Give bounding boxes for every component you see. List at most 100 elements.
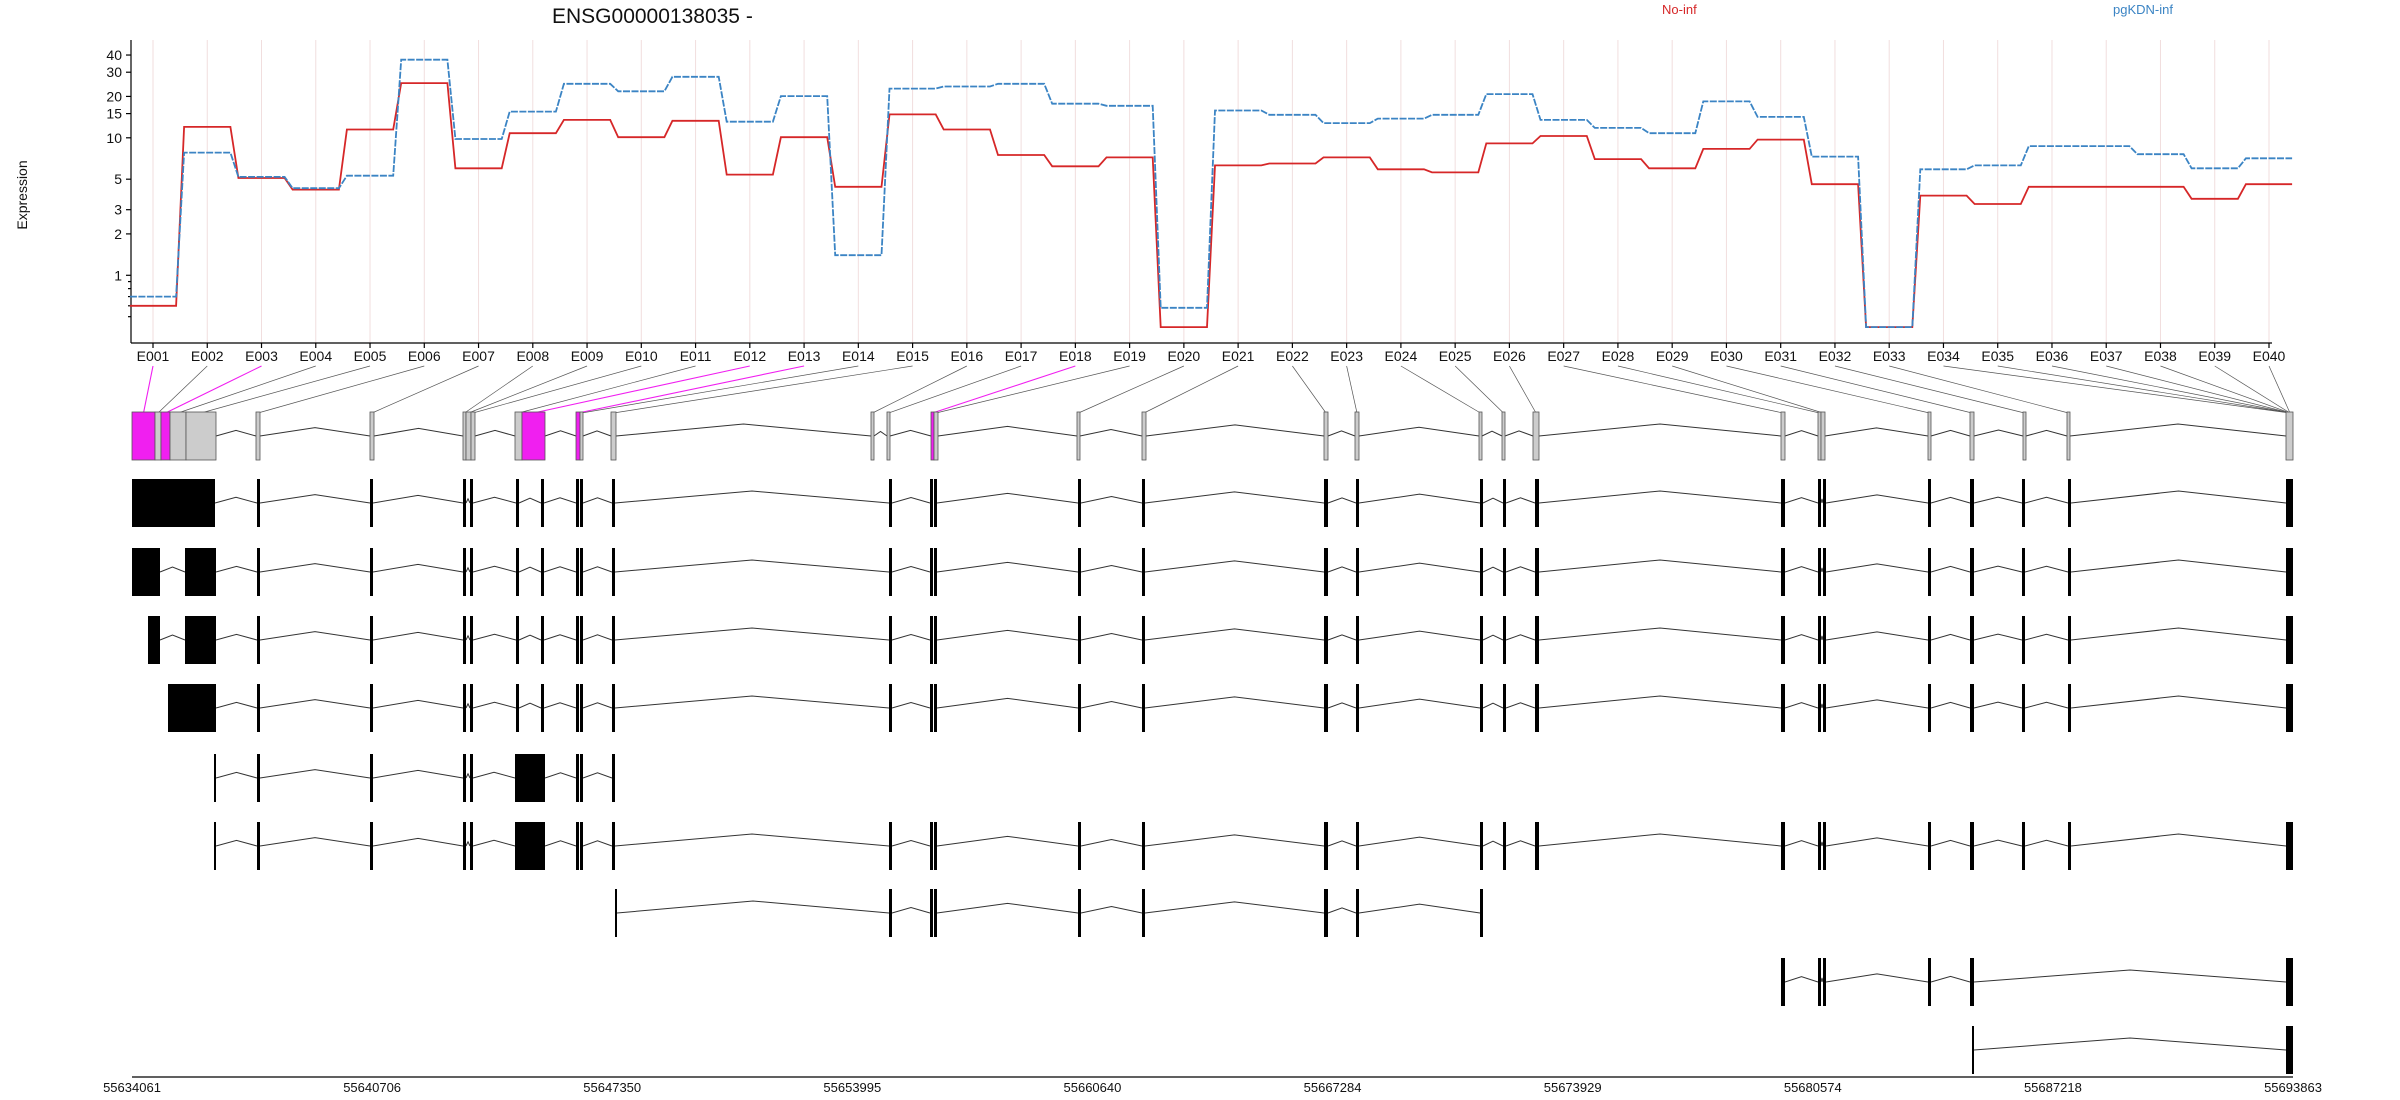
exon-block <box>1356 479 1359 527</box>
exon-block <box>1928 548 1931 596</box>
exon-block <box>1928 822 1931 870</box>
meta-exon-block <box>1817 411 1822 461</box>
exon-block <box>1818 479 1821 527</box>
exon-block <box>1823 479 1826 527</box>
exon-block <box>1535 684 1539 732</box>
exon-connector <box>468 365 588 414</box>
exon-block <box>2022 822 2025 870</box>
exon-block <box>1356 684 1359 732</box>
exon-block <box>576 616 579 664</box>
exon-block <box>612 616 615 664</box>
exon-connector <box>200 365 371 414</box>
exon-block <box>2286 616 2293 664</box>
exon-connector <box>1943 365 2290 414</box>
intron-line <box>1145 424 1325 437</box>
exon-block <box>257 684 260 732</box>
intron-line <box>543 566 577 573</box>
exon-block <box>2068 479 2071 527</box>
exon-block <box>1781 684 1785 732</box>
meta-exon-block <box>521 411 546 461</box>
y-tick-label: 30 <box>106 64 122 80</box>
intron-line <box>1505 497 1536 504</box>
intron-line <box>1144 901 1325 914</box>
intron-line <box>936 835 1079 847</box>
exon-block <box>1535 548 1539 596</box>
intron-line <box>1144 696 1325 709</box>
exon-block <box>889 889 892 937</box>
intron-line <box>1505 840 1536 847</box>
intron-line <box>518 634 542 641</box>
exon-block <box>2022 548 2025 596</box>
exon-block <box>1781 822 1785 870</box>
intron-line <box>614 833 890 847</box>
intron-line <box>582 702 613 709</box>
exon-block <box>148 616 160 664</box>
intron-line <box>614 490 890 504</box>
intron-line <box>1144 834 1325 847</box>
intron-line <box>1482 702 1504 709</box>
exon-block <box>930 479 933 527</box>
exon-block <box>1823 548 1826 596</box>
intron-line <box>1080 701 1143 709</box>
exon-connector <box>1563 365 1784 414</box>
intron-line <box>465 634 471 641</box>
intron-line <box>1930 701 1971 709</box>
intron-line <box>1784 497 1819 504</box>
exon-block <box>1970 616 1974 664</box>
exon-block <box>257 479 260 527</box>
x-tick-label: E030 <box>1710 348 1743 364</box>
meta-exon-block <box>255 411 261 461</box>
exon-block <box>463 479 466 527</box>
exon-connector <box>371 365 479 414</box>
exon-block <box>2068 548 2071 596</box>
intron-line <box>259 563 371 573</box>
exon-block <box>934 684 937 732</box>
exon-block <box>930 822 933 870</box>
intron-line <box>1825 494 1929 504</box>
exon-block <box>1818 822 1821 870</box>
intron-line <box>891 496 931 504</box>
intron-line <box>215 565 258 573</box>
exon-block <box>2286 548 2293 596</box>
exon-block <box>214 754 216 802</box>
exon-block <box>1503 548 1506 596</box>
intron-line <box>472 496 517 504</box>
exon-connector <box>165 365 262 414</box>
exon-block <box>889 822 892 870</box>
intron-line <box>472 701 517 709</box>
exon-connector <box>888 365 1022 414</box>
intron-line <box>472 771 516 779</box>
y-tick-label: 1 <box>114 267 122 283</box>
exon-block <box>612 684 615 732</box>
x-tick-label: E007 <box>462 348 495 364</box>
intron-line <box>2025 429 2068 437</box>
x-tick-label: E026 <box>1493 348 1526 364</box>
x-tick-label: E002 <box>191 348 224 364</box>
exon-block <box>1970 958 1974 1006</box>
y-tick-label: 5 <box>114 171 122 187</box>
x-tick-label: E036 <box>2036 348 2069 364</box>
intron-line <box>1482 497 1504 504</box>
exon-block <box>370 822 373 870</box>
y-axis-label: Expression <box>14 160 30 229</box>
intron-line <box>472 565 517 573</box>
genomic-tick-label: 55687218 <box>2024 1080 2082 1095</box>
intron-line <box>544 772 577 779</box>
intron-line <box>544 840 577 847</box>
x-tick-label: E018 <box>1059 348 1092 364</box>
exon-block <box>1142 616 1145 664</box>
intron-line <box>465 497 471 504</box>
genomic-tick-label: 55653995 <box>823 1080 881 1095</box>
intron-line <box>582 840 613 847</box>
intron-line <box>1824 427 1929 437</box>
intron-line <box>1080 633 1143 641</box>
intron-line <box>889 429 932 437</box>
x-tick-label: E037 <box>2090 348 2123 364</box>
intron-line <box>543 497 577 504</box>
exon-block <box>1078 548 1081 596</box>
exon-block <box>515 754 545 802</box>
exon-block <box>1823 958 1826 1006</box>
exon-block <box>2286 1026 2293 1074</box>
